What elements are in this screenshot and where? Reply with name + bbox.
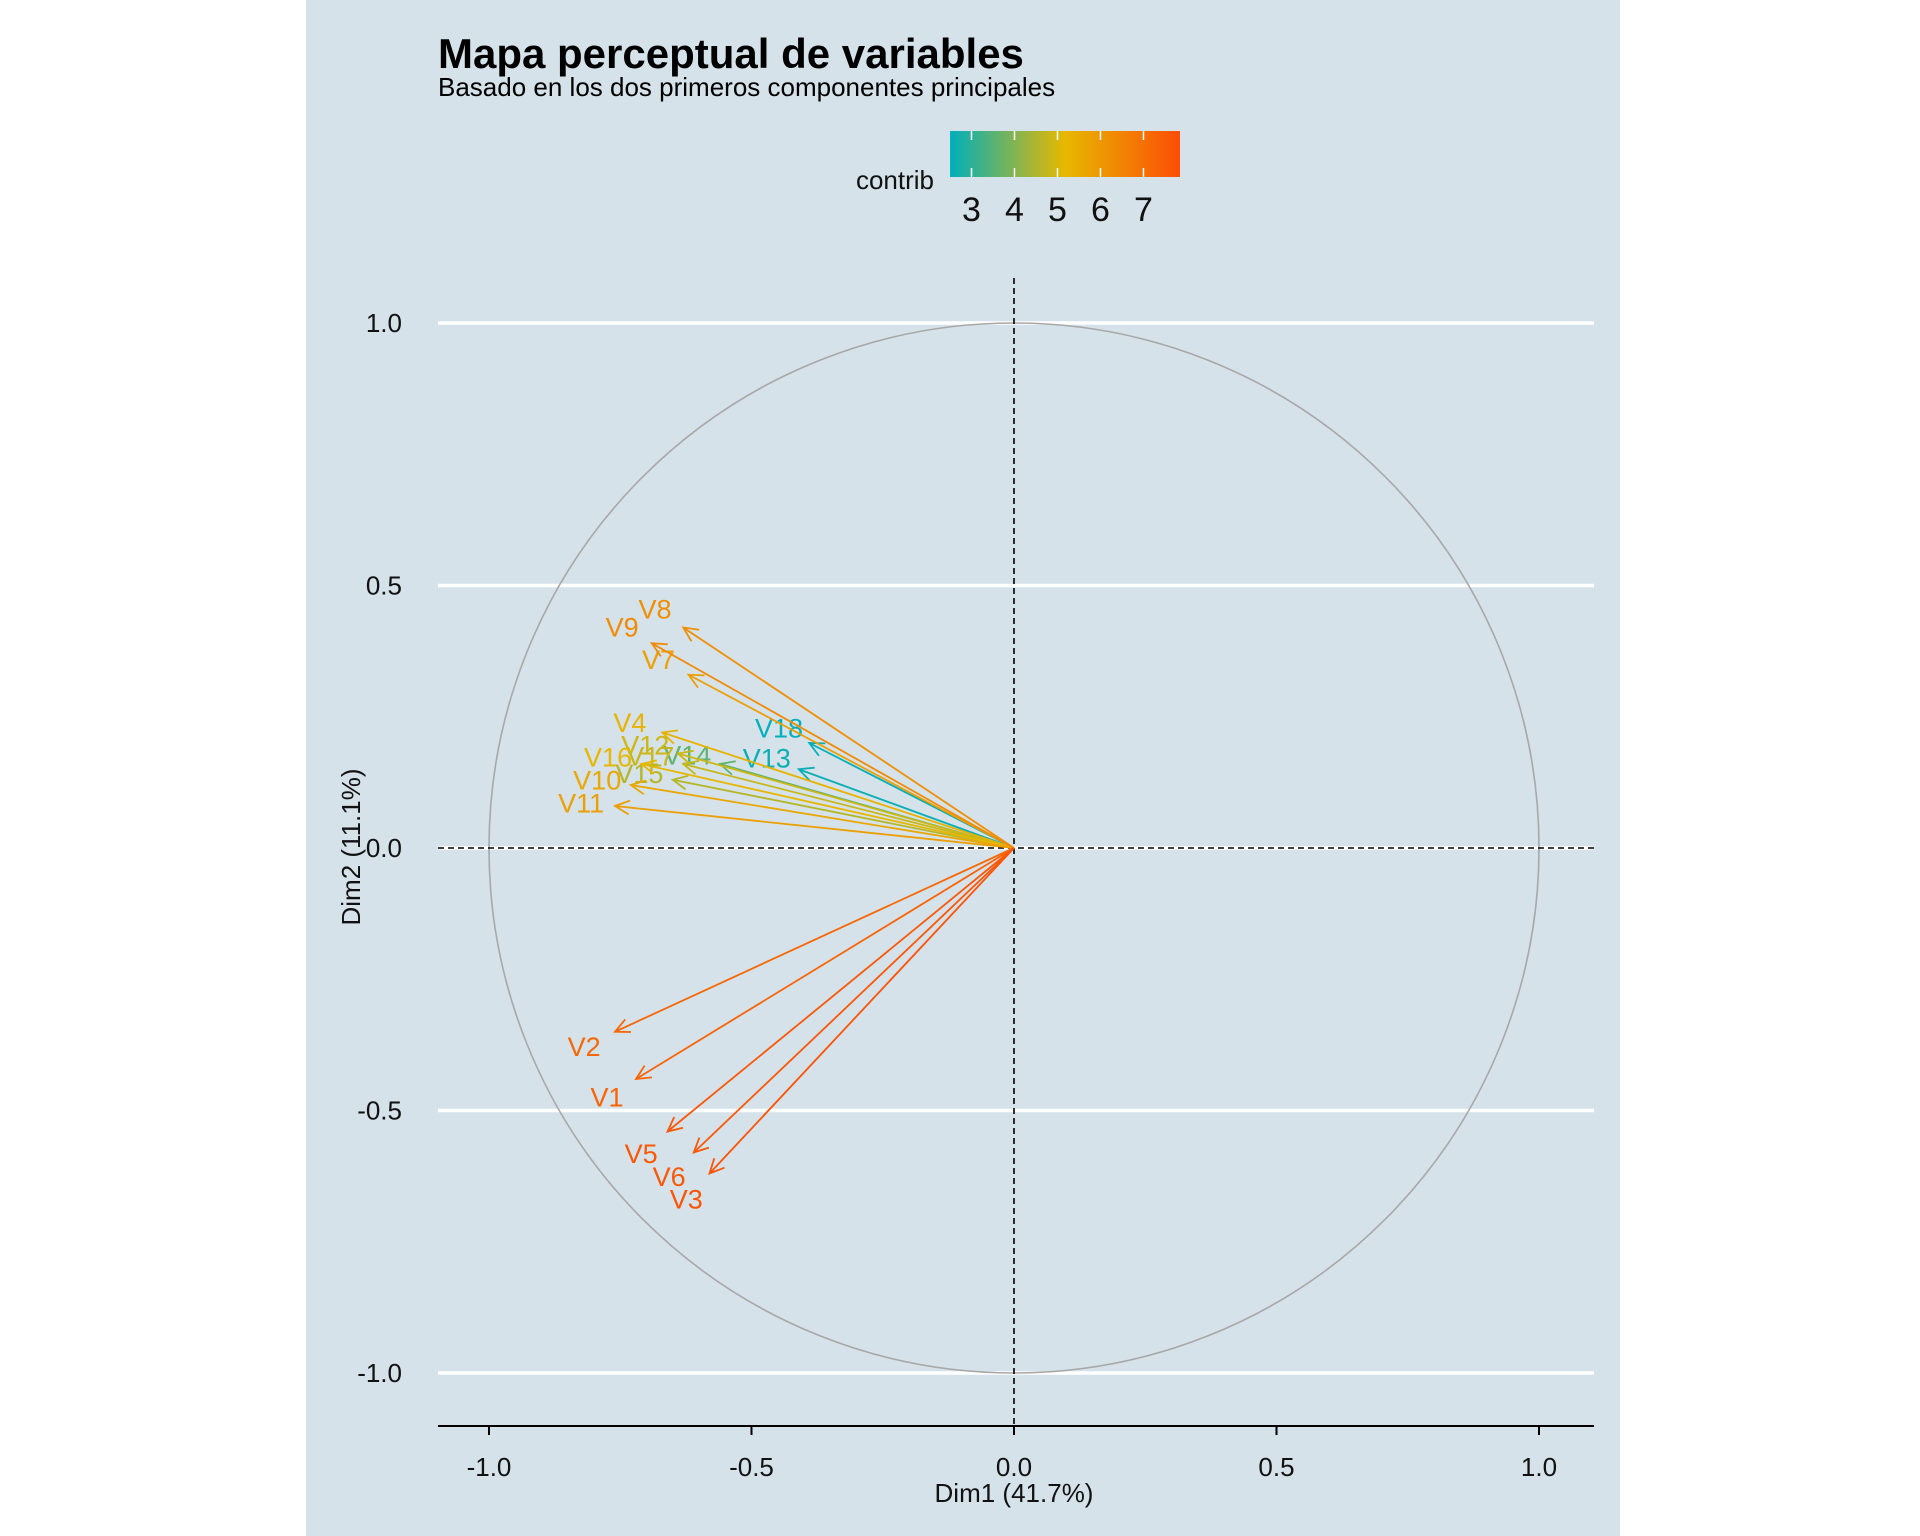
arrow-head <box>718 760 736 776</box>
variable-arrow-v5: V5 <box>625 847 1015 1169</box>
arrow-head <box>628 779 647 795</box>
arrow-shaft <box>682 626 1015 849</box>
arrow-shaft <box>630 784 1015 849</box>
arrow-head <box>807 742 826 757</box>
y-tick-label: 0.5 <box>366 571 402 601</box>
variable-label: V12 <box>621 730 669 760</box>
variable-label: V10 <box>573 765 621 795</box>
variable-arrow-v9: V9 <box>606 613 1015 849</box>
variable-arrow-v18: V18 <box>755 713 1015 849</box>
arrow-head <box>665 1116 684 1133</box>
legend-tick-label: 6 <box>1091 191 1110 229</box>
variable-arrow-v10: V10 <box>573 765 1015 849</box>
variable-label: V16 <box>584 743 632 773</box>
legend-tick-label: 4 <box>1005 191 1024 229</box>
arrow-head <box>670 774 689 791</box>
arrow-shaft <box>661 731 1015 849</box>
arrow-shaft <box>693 847 1015 1154</box>
arrow-shaft <box>677 752 1015 849</box>
variable-label: V8 <box>638 595 671 625</box>
arrow-shaft <box>635 847 1015 1080</box>
variable-label: V6 <box>653 1162 686 1192</box>
arrow-shaft <box>651 642 1015 849</box>
variable-label: V4 <box>613 708 646 738</box>
y-tick-label: 0.0 <box>366 833 402 863</box>
variable-label: V9 <box>606 613 639 643</box>
chart-subtitle: Basado en los dos primeros componentes p… <box>438 72 1055 102</box>
arrow-shaft <box>688 673 1015 849</box>
arrow-head <box>612 799 631 816</box>
arrow-head <box>660 729 679 745</box>
arrow-head <box>686 673 705 689</box>
x-tick-label: 0.5 <box>1258 1452 1294 1482</box>
arrow-head <box>796 766 815 782</box>
y-tick-label: -1.0 <box>357 1358 402 1388</box>
arrow-head <box>681 759 700 775</box>
legend-gradient-bar <box>950 131 1180 177</box>
arrow-head <box>692 1137 710 1154</box>
arrow-head <box>676 749 694 765</box>
variable-label: V2 <box>568 1032 601 1062</box>
x-axis-label: Dim1 (41.7%) <box>935 1478 1094 1508</box>
arrow-head <box>634 1065 653 1081</box>
arrow-head <box>649 642 668 657</box>
variable-arrow-v12: V12 <box>621 730 1015 849</box>
variable-label: V5 <box>625 1139 658 1169</box>
arrow-head <box>613 1018 632 1033</box>
variable-label: V13 <box>743 744 791 774</box>
variable-arrow-v15: V15 <box>615 759 1015 849</box>
x-tick-label: -0.5 <box>729 1452 774 1482</box>
y-tick-label: -0.5 <box>357 1096 402 1126</box>
variable-arrow-v13: V13 <box>743 744 1015 849</box>
arrow-shaft <box>666 847 1015 1133</box>
legend-title: contrib <box>856 165 934 195</box>
variable-label: V18 <box>755 713 803 743</box>
arrow-shaft <box>614 805 1015 849</box>
arrow-shaft <box>683 763 1015 849</box>
variable-arrow-v16: V16 <box>584 743 1015 849</box>
arrow-shaft <box>708 847 1015 1175</box>
arrow-shaft <box>798 768 1015 849</box>
variable-label: V3 <box>670 1184 703 1214</box>
variable-arrow-v3: V3 <box>670 847 1015 1214</box>
variable-arrow-v1: V1 <box>590 847 1015 1113</box>
legend-tick-label: 3 <box>962 191 981 229</box>
legend-tick-label: 5 <box>1048 191 1067 229</box>
variable-arrow-v7: V7 <box>642 645 1015 849</box>
arrow-head <box>708 1157 725 1176</box>
variable-label: V15 <box>615 759 663 789</box>
variable-arrow-v14: V14 <box>663 741 1015 849</box>
y-tick-label: 1.0 <box>366 308 402 338</box>
arrow-shaft <box>672 778 1015 849</box>
variable-arrow-v6: V6 <box>653 847 1015 1192</box>
x-tick-label: 1.0 <box>1521 1452 1557 1482</box>
variable-label: V11 <box>558 788 604 818</box>
arrow-head <box>681 626 700 642</box>
variable-arrow-v11: V11 <box>558 788 1015 849</box>
legend-tick-label: 7 <box>1134 191 1153 229</box>
variable-arrow-v4: V4 <box>613 708 1015 849</box>
variable-arrow-v2: V2 <box>568 847 1015 1062</box>
arrow-shaft <box>614 847 1015 1033</box>
chart-title: Mapa perceptual de variables <box>438 30 1024 77</box>
arrow-shaft <box>641 763 1015 849</box>
y-axis-label: Dim2 (11.1%) <box>336 768 366 925</box>
plot-panel <box>306 0 1620 1536</box>
x-tick-label: -1.0 <box>467 1452 512 1482</box>
x-tick-label: 0.0 <box>996 1452 1032 1482</box>
variable-arrow-v8: V8 <box>638 595 1015 849</box>
variable-label: V7 <box>642 645 675 675</box>
arrow-head <box>639 759 658 775</box>
variable-label: V1 <box>590 1083 623 1113</box>
